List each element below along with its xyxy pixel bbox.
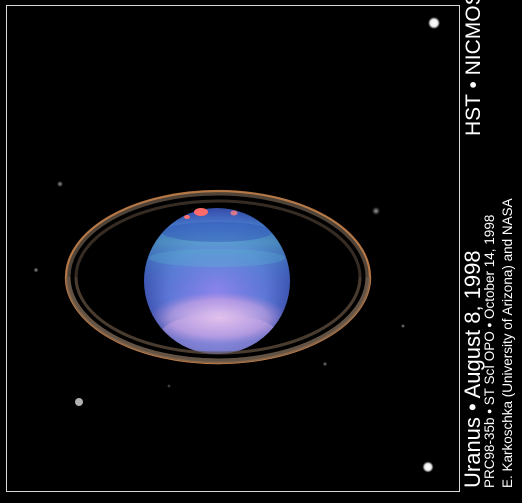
moon-right-mid — [372, 207, 380, 215]
image-panel — [6, 5, 460, 492]
uranus-scene — [33, 17, 440, 473]
caption-strip: Uranus • August 8, 1998 PRC98-35b • ST S… — [458, 0, 522, 503]
ring-system-front — [64, 276, 372, 365]
moon-left-middle — [33, 267, 39, 273]
instrument-label: HST • NICMOS — [462, 0, 485, 136]
moons — [33, 17, 440, 473]
moon-faint-right — [401, 324, 405, 328]
moon-bright-top-right — [428, 17, 440, 29]
uranus-planet — [144, 208, 290, 354]
moon-bright-bottom-right — [422, 461, 434, 473]
moon-faint-bottom — [323, 362, 327, 366]
moon-left-lower — [75, 398, 83, 406]
moon-faint-lower-center — [167, 384, 171, 388]
release-info: PRC98-35b • ST ScI OPO • October 14, 199… — [482, 214, 497, 488]
cloud-spots — [184, 208, 238, 219]
credit-text: E. Karkoschka (University of Arizona) an… — [500, 198, 515, 488]
moon-left-upper — [57, 181, 63, 187]
